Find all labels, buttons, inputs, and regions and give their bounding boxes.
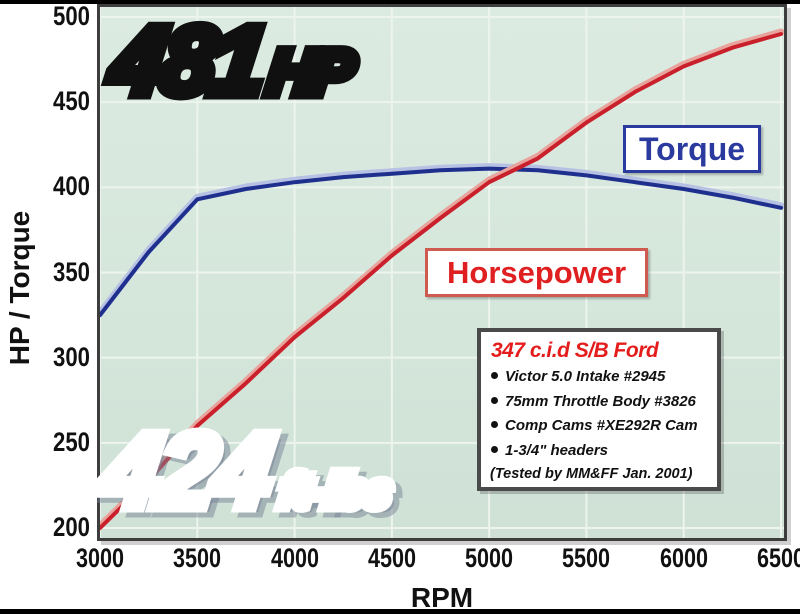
engine-spec-list: Victor 5.0 Intake #2945 75mm Throttle Bo… — [490, 368, 708, 460]
engine-spec-title: 347 c.i.d S/B Ford — [491, 339, 659, 362]
peak-hp-banner-outline: 481 HP — [100, 1, 362, 121]
engine-spec-footer: (Tested by MM&FF Jan. 2001) — [490, 466, 693, 482]
y-tick-label: 500 — [53, 1, 90, 31]
y-tick-label: 400 — [53, 171, 90, 202]
engine-spec-item: Victor 5.0 Intake #2945 — [491, 368, 708, 386]
peak-torque-value: 424 — [89, 407, 282, 536]
peak-hp-unit: HP — [259, 33, 362, 114]
torque-curve — [100, 166, 783, 318]
x-tick-label: 5000 — [465, 543, 514, 573]
y-tick-label: 300 — [53, 341, 90, 372]
peak-torque-banner-outline: 424 ft-lbs — [89, 407, 400, 536]
x-tick-label: 6500 — [756, 543, 800, 573]
top-letterbox-bar — [0, 0, 800, 4]
x-tick-label: 3500 — [173, 543, 222, 573]
engine-spec-item: Comp Cams #XE292R Cam — [491, 417, 708, 435]
x-tick-label: 4000 — [270, 543, 319, 573]
torque-curve-label: Torque — [623, 125, 762, 173]
peak-hp-banner: 481 HP 481 HP — [100, 1, 362, 121]
engine-spec-item: 1-3/4" headers — [491, 442, 708, 460]
y-tick-label: 450 — [53, 86, 90, 117]
y-tick-label: 350 — [53, 256, 90, 287]
y-axis-title: HP / Torque — [4, 210, 35, 366]
horsepower-curve-label: Horsepower — [425, 248, 649, 297]
horsepower-curve-label-text: Horsepower — [447, 255, 627, 290]
torque-curve-label-text: Torque — [639, 131, 746, 167]
y-tick-label: 200 — [53, 512, 90, 542]
x-tick-label: 3000 — [75, 543, 125, 573]
x-tick-label: 5500 — [562, 543, 611, 573]
x-tick-label: 4500 — [367, 543, 416, 573]
x-axis-title: RPM — [410, 582, 474, 613]
peak-hp-value: 481 — [100, 1, 274, 121]
bottom-letterbox-bar — [0, 609, 800, 614]
horsepower-curve — [100, 32, 783, 530]
peak-torque-unit: ft-lbs — [271, 460, 400, 524]
plot-area: 481 HP 481 HP 424 ft-lbs 424 ft-lbs 424 … — [89, 1, 787, 541]
engine-spec-item: 75mm Throttle Body #3826 — [491, 393, 708, 411]
y-tick-label: 250 — [53, 426, 90, 457]
x-tick-label: 6000 — [659, 543, 708, 573]
engine-spec-box: 347 c.i.d S/B Ford Victor 5.0 Intake #29… — [477, 328, 721, 491]
peak-torque-banner: 424 ft-lbs 424 ft-lbs 424 ft-lbs — [89, 407, 406, 541]
